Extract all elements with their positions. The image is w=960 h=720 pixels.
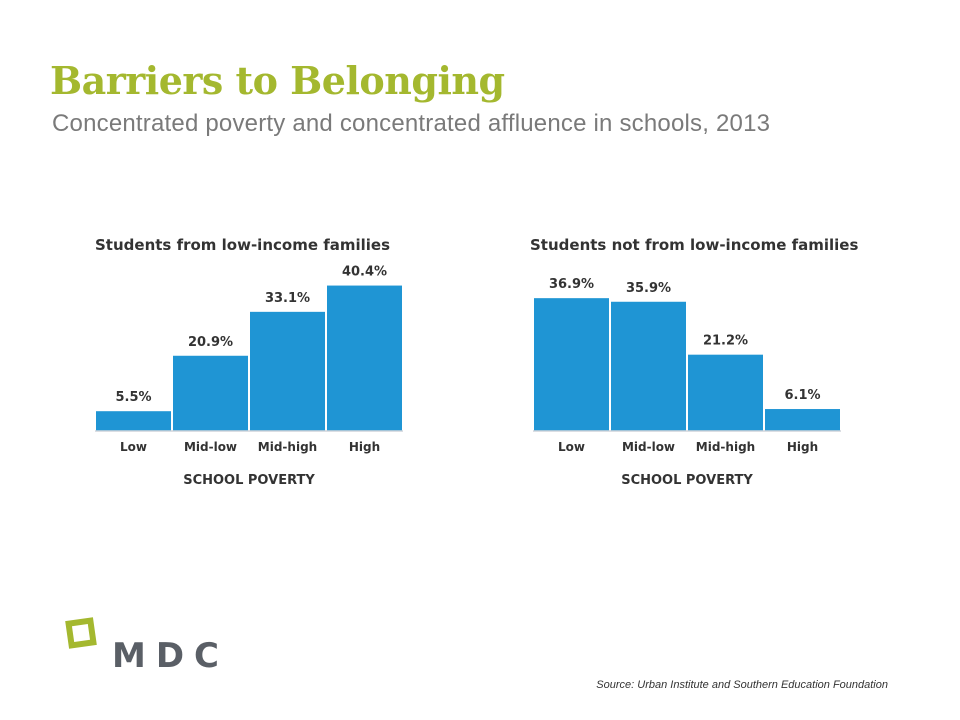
slide-subtitle: Concentrated poverty and concentrated af…	[52, 110, 771, 137]
bar	[765, 409, 840, 431]
tick-label: Mid-low	[184, 440, 237, 454]
bar	[96, 411, 171, 431]
bar	[173, 355, 248, 431]
chart-2: Students not from low-income families 36.…	[530, 236, 858, 488]
data-label: 36.9%	[549, 277, 594, 292]
slide-title: Barriers to Belonging	[50, 58, 505, 103]
data-label: 6.1%	[784, 388, 820, 403]
data-label: 33.1%	[265, 291, 310, 306]
bar	[688, 354, 763, 431]
data-label: 20.9%	[188, 335, 233, 350]
x-axis-title: SCHOOL POVERTY	[621, 473, 753, 488]
logo-text: MDC	[112, 636, 229, 676]
data-label: 40.4%	[342, 265, 387, 280]
chart-1: Students from low-income families 5.5% Low…	[95, 236, 403, 488]
bar	[250, 311, 325, 431]
source-note: Source: Urban Institute and Southern Edu…	[596, 679, 888, 691]
chart-title: Students from low-income families	[95, 236, 390, 254]
tick-label: High	[787, 440, 818, 454]
bar	[534, 298, 609, 431]
tick-label: High	[349, 440, 380, 454]
tick-label: Low	[558, 440, 585, 454]
data-label: 5.5%	[115, 390, 151, 405]
tick-label: Mid-high	[258, 440, 317, 454]
data-label: 21.2%	[703, 334, 748, 349]
bar	[611, 301, 686, 431]
chart-title: Students not from low-income families	[530, 236, 858, 254]
tick-label: Low	[120, 440, 147, 454]
logo-mark-icon	[65, 617, 97, 649]
tick-label: Mid-high	[696, 440, 755, 454]
x-axis-title: SCHOOL POVERTY	[183, 473, 315, 488]
data-label: 35.9%	[626, 281, 671, 296]
bar	[327, 285, 402, 431]
tick-label: Mid-low	[622, 440, 675, 454]
